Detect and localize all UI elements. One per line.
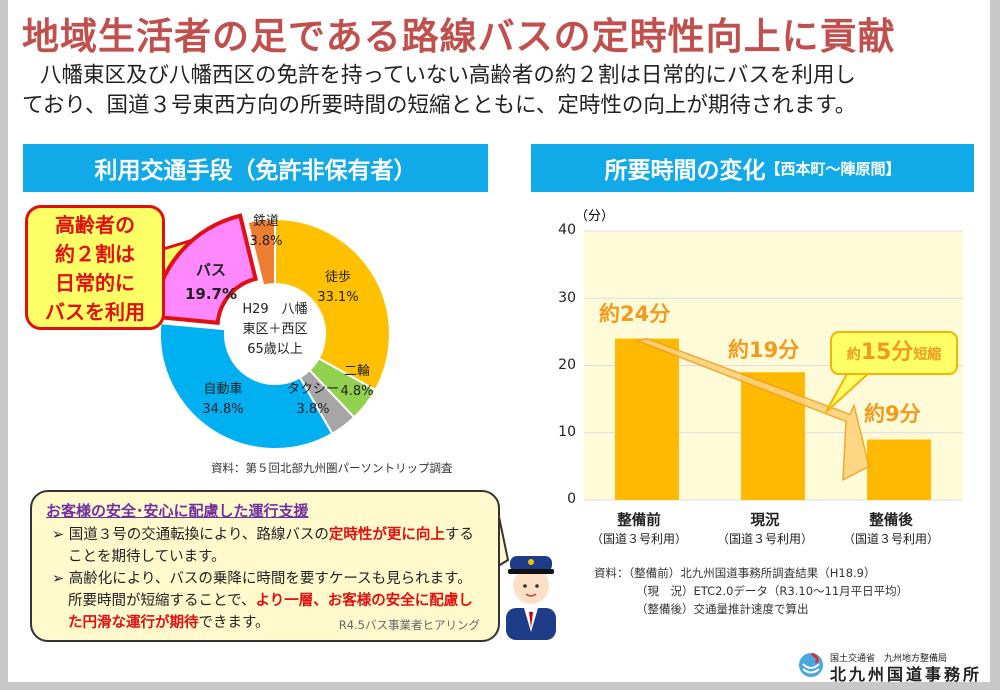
note-bullet-1: ➢ 国道３号の交通転換により、路線バスの定時性が更に向上することを期待しています… — [52, 527, 474, 565]
slice-label: 二輪 — [343, 364, 370, 379]
slice-label: 自動車 — [203, 382, 243, 397]
center-line: 65歳以上 — [247, 342, 303, 357]
slice-value: 3.8% — [249, 234, 283, 249]
y-tick: 40 — [558, 222, 576, 238]
y-axis-unit: （分） — [575, 209, 615, 224]
bullet-emphasis: 定時性が更に向上 — [328, 527, 445, 543]
y-tick: 0 — [567, 491, 576, 507]
bullet-emphasis: より一層、お客様の安全に配慮した円滑な運行が期待 — [68, 593, 473, 631]
note-bullet-2: ➢ 高齢化により、バスの乗降に時間を要すケースも見られます。所要時間が短縮するこ… — [52, 571, 473, 631]
lead-line-2: ており、国道３号東西方向の所要時間の短縮とともに、定時性の向上が期待されます。 — [22, 93, 857, 118]
pie-slice — [246, 217, 276, 287]
time-header: 所要時間の変化 【西本町～陣原間】 — [531, 144, 974, 192]
note-heading: お客様の安全･安心に配慮した運行支援 — [46, 502, 309, 520]
bus-callout: 高齢者の 約２割は 日常的に バスを利用 — [25, 205, 165, 330]
note-citation: R4.5バス事業者ヒアリング — [338, 618, 480, 632]
category-sublabel: （国道３号利用） — [842, 532, 939, 546]
pie-source: 資料：第５回北部九州圏パーソントリップ調査 — [211, 461, 453, 475]
callout-line: 高齢者の — [55, 213, 135, 237]
category-label: 整備後 — [869, 513, 913, 529]
slice-label: バス — [195, 261, 226, 279]
bar-label: 約9分 — [864, 402, 921, 426]
wave-logo-icon — [799, 652, 823, 677]
chart-source-3: （整備後）交通量推計速度で算出 — [636, 602, 809, 616]
label-taxi: タクシー 3.8% — [283, 380, 343, 420]
pie-slice — [274, 217, 391, 392]
reduction-callout: 約15分短縮 — [830, 331, 958, 375]
center-line: H29 八幡 — [242, 302, 308, 317]
slice-label: 徒歩 — [324, 270, 351, 285]
chart-source-2: （現 況）ETC2.0データ（R3.10～11月平日平均） — [636, 584, 909, 598]
usage-header: 利用交通手段（免許非保有者） — [23, 144, 488, 192]
bus-driver-icon — [506, 556, 556, 640]
slice-value: 34.8% — [202, 402, 244, 417]
category-sublabel: （国道３号利用） — [716, 532, 813, 546]
logo-office: 北九州国道事務所 — [830, 665, 983, 684]
label-bus: バス 19.7% — [176, 258, 246, 306]
y-tick: 30 — [558, 290, 576, 306]
label-walk: 徒歩 33.1% — [308, 268, 368, 308]
bus-driver-illustration — [502, 540, 560, 640]
category-label: 現況 — [750, 513, 780, 529]
reduction-post: 短縮 — [913, 347, 942, 363]
ministry-logo — [798, 652, 824, 678]
bullet-text: 国道３号の交通転換により、路線バスの — [68, 527, 329, 543]
y-tick: 20 — [558, 357, 576, 373]
slide: 地域生活者の足である路線バスの定時性向上に貢献 八幡東区及び八幡西区の免許を持っ… — [8, 0, 990, 684]
label-rail: 鉄道 3.8% — [246, 212, 286, 252]
callout-line: 約２割は — [55, 242, 135, 266]
slice-value: 3.8% — [296, 402, 330, 417]
category-label: 整備前 — [617, 513, 661, 529]
slice-value: 19.7% — [184, 285, 238, 303]
decrease-arrow — [634, 337, 870, 482]
chart-source-1: 資料：（整備前）北九州国道事務所調査結果（H18.9） — [594, 566, 876, 580]
pie-center-label: H29 八幡 東区＋西区 65歳以上 — [225, 300, 325, 360]
slice-value: 4.8% — [340, 384, 374, 399]
bar-label: 約19分 — [728, 338, 800, 362]
callout-line: バスを利用 — [45, 300, 145, 324]
charts-layer — [150, 213, 963, 568]
category-sublabel: （国道３号利用） — [590, 532, 687, 546]
reduction-pre: 約 — [846, 347, 861, 363]
reduction-value: 15分 — [860, 340, 914, 365]
slice-value: 33.1% — [317, 290, 359, 305]
lead-line-1: 八幡東区及び八幡西区の免許を持っていない高齢者の約２割は日常的にバスを利用し — [40, 63, 856, 88]
pie-slice — [159, 322, 334, 450]
bar — [867, 439, 931, 500]
center-line: 東区＋西区 — [242, 322, 308, 337]
operation-support-note: お客様の安全･安心に配慮した運行支援 ➢ 国道３号の交通転換により、路線バスの定… — [30, 490, 500, 642]
time-header-sub: 【西本町～陣原間】 — [765, 159, 901, 178]
label-bike: 二輪 4.8% — [332, 362, 382, 402]
page-title: 地域生活者の足である路線バスの定時性向上に貢献 — [22, 15, 896, 58]
label-car: 自動車 34.8% — [193, 380, 253, 420]
bar-label: 約24分 — [599, 302, 671, 326]
slice-label: 鉄道 — [252, 214, 279, 229]
bar — [615, 338, 679, 500]
time-header-title: 所要時間の変化 — [604, 158, 766, 184]
callout-line: 日常的に — [55, 271, 135, 295]
slice-label: タクシー — [286, 382, 339, 397]
bullet-text: 高齢化により、バスの乗降に時間を要すケースも見られます。所要時間が短縮することで… — [68, 571, 472, 609]
y-tick: 10 — [558, 424, 576, 440]
bullet-text: できます。 — [198, 615, 270, 631]
logo-ministry: 国土交通省 九州地方整備局 — [830, 654, 948, 664]
bullet-text: することを期待しています。 — [68, 527, 474, 565]
